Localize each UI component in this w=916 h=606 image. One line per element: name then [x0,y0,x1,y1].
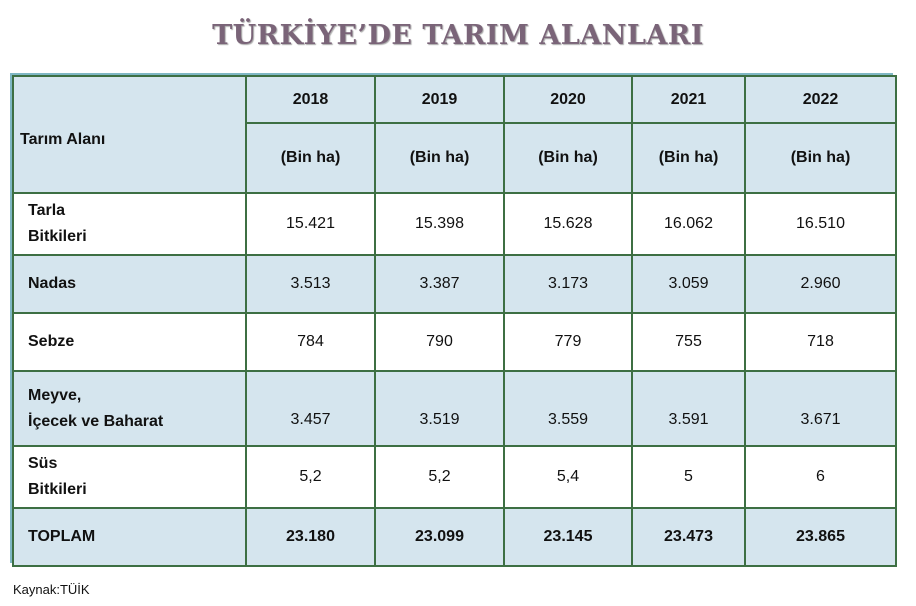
total-cell: 23.099 [374,507,505,567]
table-cell: 5,2 [374,445,505,509]
year-header: 2020 [503,75,633,124]
table-cell: 16.510 [744,192,897,256]
unit-header: (Bin ha) [374,122,505,194]
total-cell: 23.180 [245,507,376,567]
table-cell: 15.628 [503,192,633,256]
table-cell: 755 [631,312,746,372]
table-cell: 5,4 [503,445,633,509]
table-row: Tarla Bitkileri 15.421 15.398 15.628 16.… [12,192,897,256]
table-cell: 3.173 [503,254,633,314]
row-label: Süs Bitkileri [12,445,247,509]
table-cell: 3.519 [374,370,505,447]
table-cell: 2.960 [744,254,897,314]
table-cell: 3.457 [245,370,376,447]
row-label: Tarla Bitkileri [12,192,247,256]
year-header: 2018 [245,75,376,124]
year-header: 2021 [631,75,746,124]
table-cell: 3.059 [631,254,746,314]
table-cell: 16.062 [631,192,746,256]
total-row: TOPLAM 23.180 23.099 23.145 23.473 23.86… [12,507,897,567]
total-cell: 23.473 [631,507,746,567]
table-cell: 5,2 [245,445,376,509]
page-title: TÜRKİYE’DE TARIM ALANLARI [212,20,704,51]
table-row: Süs Bitkileri 5,2 5,2 5,4 5 6 [12,445,897,509]
table-cell: 718 [744,312,897,372]
table-cell: 3.387 [374,254,505,314]
total-cell: 23.145 [503,507,633,567]
year-header: 2019 [374,75,505,124]
table-cell: 784 [245,312,376,372]
table-row: Nadas 3.513 3.387 3.173 3.059 2.960 [12,254,897,314]
table-cell: 779 [503,312,633,372]
unit-header: (Bin ha) [503,122,633,194]
unit-header: (Bin ha) [631,122,746,194]
table-row: Sebze 784 790 779 755 718 [12,312,897,372]
row-label: Nadas [12,254,247,314]
source-note: Kaynak:TÜİK [13,582,90,597]
table-cell: 3.671 [744,370,897,447]
total-cell: 23.865 [744,507,897,567]
table-cell: 3.513 [245,254,376,314]
table-cell: 790 [374,312,505,372]
table-cell: 5 [631,445,746,509]
agricultural-areas-table: Tarım Alanı 2018 2019 2020 2021 2022 (Bi… [10,73,897,567]
table-cell: 3.591 [631,370,746,447]
table-row: Meyve, İçecek ve Baharat 3.457 3.519 3.5… [12,370,897,447]
row-label: Sebze [12,312,247,372]
corner-header: Tarım Alanı [12,75,247,194]
year-header: 2022 [744,75,897,124]
table-cell: 15.421 [245,192,376,256]
unit-header: (Bin ha) [744,122,897,194]
row-label: Meyve, İçecek ve Baharat [12,370,247,447]
table-cell: 6 [744,445,897,509]
table-cell: 15.398 [374,192,505,256]
total-label: TOPLAM [12,507,247,567]
unit-header: (Bin ha) [245,122,376,194]
table-cell: 3.559 [503,370,633,447]
